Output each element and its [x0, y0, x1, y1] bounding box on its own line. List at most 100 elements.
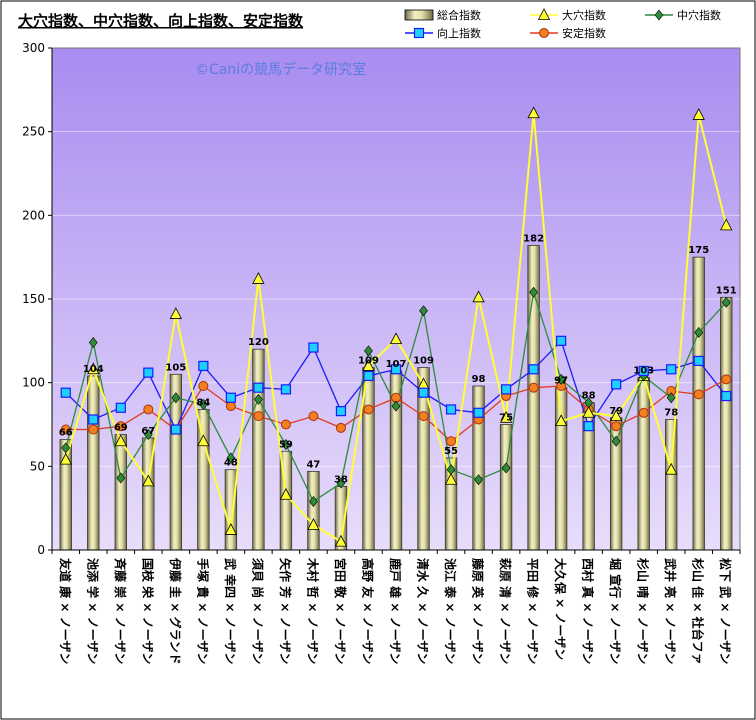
- point-diamond-10: [309, 495, 318, 507]
- point-triangle-11: [334, 534, 348, 547]
- point-triangle-4: [142, 474, 155, 487]
- bar-3: [114, 434, 127, 551]
- bar-label-3: 69: [114, 423, 128, 434]
- point-circle-9: [280, 419, 291, 430]
- legend-marker-square: [413, 27, 425, 39]
- point-square-11: [335, 406, 347, 417]
- point-diamond-16: [474, 474, 483, 486]
- point-square-7: [225, 392, 236, 403]
- bar-label-15: 55: [444, 446, 458, 457]
- point-diamond-4: [143, 429, 153, 441]
- point-square-22: [638, 365, 649, 377]
- point-square-15: [445, 404, 457, 415]
- bar-label-19: 97: [554, 376, 568, 387]
- bar-8: [252, 348, 265, 551]
- x-axis: 友道 康 × ノーザン 池添 学 × ノーザン 斉藤 崇 × ノーザン 国枝 栄 × …: [51, 549, 741, 665]
- point-square-12: [363, 370, 374, 382]
- point-triangle-24: [692, 108, 705, 120]
- y-tick-label: 300: [22, 41, 45, 55]
- point-diamond-13: [391, 400, 401, 412]
- legend-label: 向上指数: [437, 26, 481, 40]
- x-tick-label: 宮田 敬 × ノーザン: [333, 558, 348, 664]
- point-square-4: [143, 367, 154, 378]
- point-square-17: [500, 384, 512, 395]
- point-square-10: [308, 342, 319, 353]
- x-tick-label: 鹿戸 雄 × ノーザン: [388, 558, 403, 664]
- bar-label-18: 182: [523, 233, 544, 244]
- x-tick-label: 藤原 英 × ノーザン: [471, 557, 486, 664]
- point-triangle-25: [720, 218, 733, 231]
- bar-6: [197, 409, 210, 551]
- y-tick-label: 250: [22, 125, 45, 139]
- point-diamond-1: [61, 442, 71, 454]
- bar-label-13: 107: [386, 359, 407, 370]
- point-circle-4: [143, 404, 154, 415]
- x-tick-label: 友道 康 × ノーザン: [58, 557, 73, 664]
- point-diamond-8: [254, 393, 263, 405]
- point-circle-22: [638, 407, 649, 418]
- bar-label-12: 109: [358, 356, 379, 367]
- bar-2: [87, 375, 100, 551]
- legend-label: 安定指数: [562, 26, 606, 40]
- point-diamond-2: [88, 337, 98, 348]
- x-tick-label: 国枝 栄 × ノーザン: [140, 558, 155, 664]
- point-triangle-7: [224, 523, 238, 535]
- x-tick-label: 杉山 晴 × ノーザン: [636, 558, 651, 664]
- y-tick-label: 150: [22, 292, 45, 306]
- bars: [59, 245, 733, 551]
- point-square-8: [253, 382, 264, 393]
- point-diamond-25: [721, 296, 731, 308]
- bar-label-14: 109: [413, 356, 434, 367]
- point-triangle-5: [169, 307, 183, 319]
- bar-label-20: 88: [582, 391, 596, 402]
- point-diamond-14: [419, 305, 428, 317]
- legend-marker-triangle: [537, 8, 551, 20]
- point-diamond-3: [116, 472, 126, 484]
- point-square-21: [611, 379, 622, 390]
- point-square-19: [556, 335, 567, 346]
- point-diamond-20: [584, 397, 594, 409]
- point-circle-21: [611, 421, 622, 432]
- x-tick-label: 平田 修 × ノーザン: [526, 558, 541, 664]
- bar-label-1: 66: [59, 428, 73, 439]
- point-circle-1: [60, 424, 71, 435]
- point-triangle-10: [307, 518, 320, 530]
- watermark: ©Caniの競馬データ研究室: [195, 61, 366, 78]
- bar-label-2: 104: [83, 364, 104, 375]
- point-square-9: [280, 384, 292, 395]
- point-triangle-18: [527, 106, 540, 119]
- point-triangle-13: [389, 332, 403, 345]
- x-tick-label: 須貝 尚 × ノーザン: [250, 557, 265, 664]
- point-diamond-9: [281, 439, 291, 451]
- point-circle-10: [308, 411, 319, 422]
- x-tick-label: 矢作 芳 × ノーザン: [278, 558, 293, 664]
- bar-25: [720, 296, 733, 551]
- point-diamond-21: [611, 435, 621, 447]
- point-circle-6: [198, 381, 209, 392]
- point-circle-24: [693, 389, 704, 400]
- bar-22: [637, 377, 650, 551]
- point-square-23: [666, 364, 677, 375]
- y-axis: 0 50 100 150 200 250 300: [22, 41, 53, 557]
- point-circle-11: [335, 422, 346, 433]
- point-square-24: [693, 355, 704, 367]
- point-circle-8: [253, 411, 264, 422]
- point-square-2: [88, 414, 99, 425]
- bar-label-23: 78: [664, 407, 678, 418]
- point-triangle-12: [362, 359, 375, 371]
- x-tick-label: 高野 友 × ノーザン: [360, 558, 375, 664]
- x-tick-label: 池添 学 × ノーザン: [85, 558, 100, 664]
- point-triangle-1: [59, 452, 72, 465]
- bar-label-25: 151: [716, 285, 737, 296]
- point-diamond-7: [226, 452, 236, 464]
- point-diamond-23: [666, 392, 676, 404]
- x-tick-label: 伊藤 圭 × グランド: [168, 557, 183, 665]
- point-triangle-2: [87, 362, 100, 375]
- x-tick-label: 清水 久 × ノーザン: [416, 558, 431, 664]
- point-square-18: [528, 364, 539, 375]
- bar-label-11: 38: [334, 474, 348, 485]
- legend-label: 中穴指数: [677, 8, 721, 22]
- point-triangle-3: [114, 434, 127, 447]
- y-tick-label: 0: [37, 543, 45, 557]
